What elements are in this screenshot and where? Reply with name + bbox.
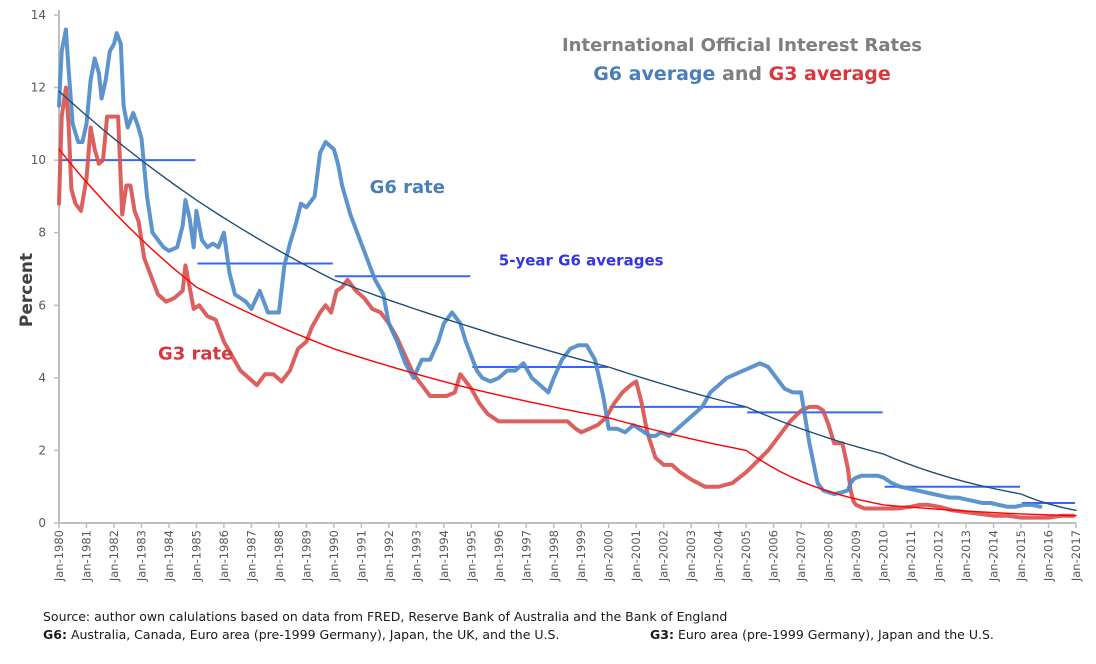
x-tick-label: Jan-2000 — [602, 530, 616, 582]
x-tick-label: Jan-1991 — [354, 530, 368, 582]
x-tick-label: Jan-2017 — [1069, 530, 1083, 582]
x-tick-label: Jan-1982 — [107, 530, 121, 582]
x-tick-label: Jan-2008 — [822, 530, 836, 582]
x-tick-label: Jan-2007 — [794, 530, 808, 582]
x-tick-label: Jan-2009 — [849, 530, 863, 582]
axes: 0 2 4 6 8 10 12 14 Jan-1980 Jan-1981 Jan-1982 Jan-1… — [31, 8, 1083, 582]
x-tick-label: Jan-1996 — [492, 530, 506, 582]
x-tick-label: Jan-1989 — [299, 530, 313, 582]
x-tick-label: Jan-1998 — [547, 530, 561, 582]
x-tick-label: Jan-2014 — [987, 530, 1001, 582]
g3-countries: Euro area (pre-1999 Germany), Japan and … — [673, 627, 994, 642]
subtitle-part: G3 average — [769, 63, 891, 85]
x-tick-label: Jan-1992 — [382, 530, 396, 582]
x-tick-label: Jan-1988 — [272, 530, 286, 582]
g3-trend-line — [58, 148, 1077, 517]
annotation-5-year-g6-averages: 5-year G6 averages — [499, 251, 664, 269]
x-tick-label: Jan-1983 — [134, 530, 148, 582]
x-tick-label: Jan-1994 — [437, 530, 451, 582]
x-tick-label: Jan-2002 — [657, 530, 671, 582]
y-tick-label: 12 — [31, 81, 46, 95]
x-tick-label: Jan-1986 — [217, 530, 231, 582]
x-tick-label: Jan-1993 — [409, 530, 423, 582]
series-lines — [57, 27, 1077, 520]
x-tick-label: Jan-2001 — [629, 530, 643, 582]
x-tick-label: Jan-2013 — [959, 530, 973, 582]
x-tick-label: Jan-1980 — [52, 530, 66, 582]
g6-label: G6: — [43, 627, 67, 642]
annotation-g6-rate: G6 rate — [370, 177, 445, 198]
y-axis-label: Percent — [17, 253, 37, 327]
y-tick-label: 8 — [38, 226, 46, 240]
five-year-average-lines — [60, 159, 1075, 505]
g3-label: G3: — [650, 627, 674, 642]
chart-title-line1: International Official Interest Rates — [562, 35, 922, 56]
source-text: Source: author own calulations based on … — [43, 609, 728, 624]
x-tick-label: Jan-1981 — [79, 530, 93, 582]
interest-rate-chart: 0 2 4 6 8 10 12 14 Jan-1980 Jan-1981 Jan-1982 Jan-1… — [17, 8, 1083, 582]
g6-rate-line — [57, 27, 1043, 509]
x-tick-label: Jan-1985 — [189, 530, 203, 582]
subtitle-part: and — [715, 63, 768, 85]
x-tick-label: Jan-2011 — [904, 530, 918, 582]
x-tick-label: Jan-2010 — [877, 530, 891, 582]
annotations: G6 rate G3 rate 5-year G6 averages — [158, 177, 664, 365]
x-tick-label: Jan-1995 — [464, 530, 478, 582]
y-tick-label: 14 — [31, 8, 46, 22]
y-tick-label: 2 — [38, 443, 46, 457]
x-tick-label: Jan-2005 — [739, 530, 753, 582]
x-tick-label: Jan-2016 — [1042, 530, 1056, 582]
x-tick-label: Jan-2003 — [684, 530, 698, 582]
x-tick-label: Jan-2012 — [932, 530, 946, 582]
x-tick-label: Jan-1987 — [244, 530, 258, 582]
y-tick-label: 4 — [38, 371, 46, 385]
g3-rate-line — [57, 85, 1076, 520]
subtitle-part: G6 average — [593, 63, 715, 85]
footer-g3: G3: Euro area (pre-1999 Germany), Japan … — [650, 627, 994, 642]
annotation-g3-rate: G3 rate — [158, 344, 233, 365]
chart-subtitle: G6 average and G3 average — [593, 63, 891, 85]
x-tick-label: Jan-2004 — [712, 530, 726, 582]
y-tick-label: 0 — [38, 516, 46, 530]
x-tick-label: Jan-1990 — [327, 530, 341, 582]
footer-source: Source: author own calulations based on … — [43, 609, 727, 624]
footer-groups: G6: Australia, Canada, Euro area (pre-19… — [43, 627, 559, 642]
g6-trend-line — [58, 90, 1077, 511]
x-tick-label: Jan-2006 — [767, 530, 781, 582]
chart-title: International Official Interest Rates G6… — [562, 35, 922, 85]
x-tick-label: Jan-1999 — [574, 530, 588, 582]
x-tick-label: Jan-1997 — [519, 530, 533, 582]
x-tick-label: Jan-2015 — [1014, 530, 1028, 582]
g6-countries: Australia, Canada, Euro area (pre-1999 G… — [66, 627, 560, 642]
y-tick-label: 6 — [38, 298, 46, 312]
x-tick-label: Jan-1984 — [162, 530, 176, 582]
y-tick-label: 10 — [31, 153, 46, 167]
